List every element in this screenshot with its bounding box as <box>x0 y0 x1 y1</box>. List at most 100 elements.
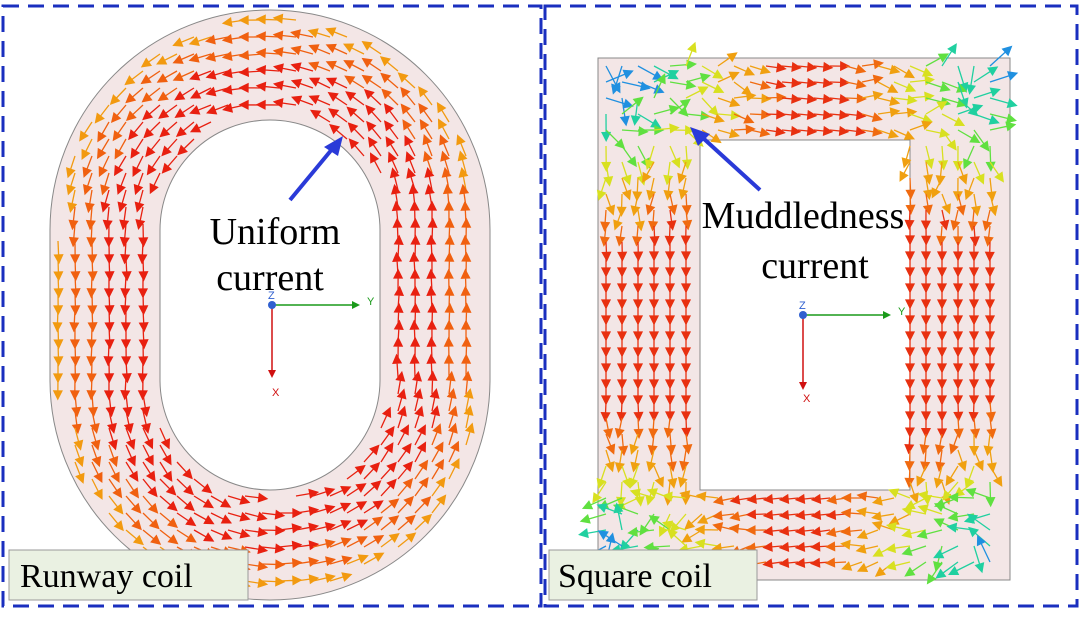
current-vector <box>762 493 783 504</box>
current-vector <box>920 417 932 439</box>
current-vector <box>146 155 161 176</box>
current-vector <box>424 167 435 191</box>
current-vector <box>632 386 644 406</box>
current-vector <box>628 465 639 489</box>
current-vector <box>176 529 197 543</box>
current-vector <box>680 242 692 262</box>
current-vector <box>176 461 193 480</box>
current-vector <box>685 110 711 121</box>
current-vector <box>669 79 697 90</box>
current-vector <box>463 404 474 429</box>
current-vector <box>361 57 382 72</box>
current-vector <box>104 359 115 384</box>
current-vector <box>120 308 131 333</box>
current-vector <box>142 512 160 530</box>
current-vector <box>644 145 655 170</box>
current-vector <box>255 47 280 59</box>
current-vector <box>142 104 161 121</box>
current-vector <box>346 536 368 548</box>
current-vector <box>87 308 98 333</box>
current-vector <box>159 529 179 545</box>
current-vector <box>745 509 767 520</box>
current-vector <box>346 519 369 531</box>
current-vector <box>765 62 787 73</box>
current-vector <box>669 97 689 117</box>
current-vector <box>414 459 429 480</box>
current-vector <box>637 65 664 80</box>
current-vector <box>941 113 966 127</box>
current-vector <box>813 61 834 72</box>
current-vector <box>616 306 628 326</box>
current-vector <box>380 498 400 514</box>
current-vector <box>925 53 950 67</box>
current-vector <box>596 465 607 490</box>
current-vector <box>749 80 772 91</box>
current-vector <box>176 495 195 512</box>
current-vector <box>578 528 607 539</box>
current-vector <box>968 386 980 406</box>
current-vector <box>781 109 802 120</box>
current-vector <box>855 543 879 554</box>
current-vector <box>120 325 132 350</box>
current-vector <box>680 370 692 390</box>
current-vector <box>630 193 641 217</box>
current-vector <box>794 509 815 520</box>
current-vector <box>124 70 144 86</box>
current-vector <box>363 88 382 106</box>
current-vector <box>70 274 81 299</box>
current-vector <box>813 109 834 120</box>
current-vector <box>600 401 611 423</box>
current-vector <box>379 56 399 72</box>
current-vector <box>904 354 916 374</box>
current-vector <box>871 495 895 506</box>
current-vector <box>633 401 644 423</box>
current-vector <box>446 388 457 412</box>
current-vector <box>921 225 932 246</box>
current-vector <box>159 495 178 512</box>
current-vector <box>920 322 932 342</box>
y-axis-head <box>352 301 360 309</box>
current-vector <box>137 376 148 401</box>
current-vector <box>255 99 280 110</box>
current-vector <box>941 43 957 67</box>
current-vector <box>861 74 884 85</box>
current-vector <box>73 427 84 451</box>
current-vector <box>381 88 399 106</box>
current-vector <box>343 60 365 72</box>
current-vector <box>985 481 996 508</box>
current-vector <box>600 386 612 406</box>
current-vector <box>964 177 975 201</box>
current-vector <box>931 177 943 199</box>
current-vector <box>680 225 691 246</box>
current-vector <box>462 370 473 395</box>
current-vector <box>137 274 149 299</box>
current-vector <box>984 306 996 326</box>
current-vector <box>87 257 98 282</box>
current-vector <box>130 138 144 159</box>
y-label: Y <box>367 296 375 308</box>
current-vector <box>968 338 980 358</box>
current-vector <box>431 458 445 480</box>
current-vector <box>87 291 98 316</box>
current-vector <box>600 370 612 390</box>
current-vector <box>905 193 916 215</box>
current-vector <box>79 121 93 142</box>
axis-triad: Z Y X <box>268 290 375 399</box>
current-vector <box>936 386 948 406</box>
current-vector <box>142 461 156 482</box>
current-vector <box>53 325 64 350</box>
current-vector <box>983 225 994 247</box>
current-vector <box>936 370 948 390</box>
current-vector <box>172 70 195 82</box>
current-vector <box>141 410 151 434</box>
current-vector <box>632 258 644 278</box>
current-vector <box>949 433 959 455</box>
current-vector <box>52 359 64 384</box>
current-vector <box>109 87 127 105</box>
current-vector <box>968 274 980 294</box>
current-vector <box>103 376 115 401</box>
current-vector <box>953 417 964 439</box>
current-vector <box>70 257 81 282</box>
current-vector <box>948 492 975 503</box>
